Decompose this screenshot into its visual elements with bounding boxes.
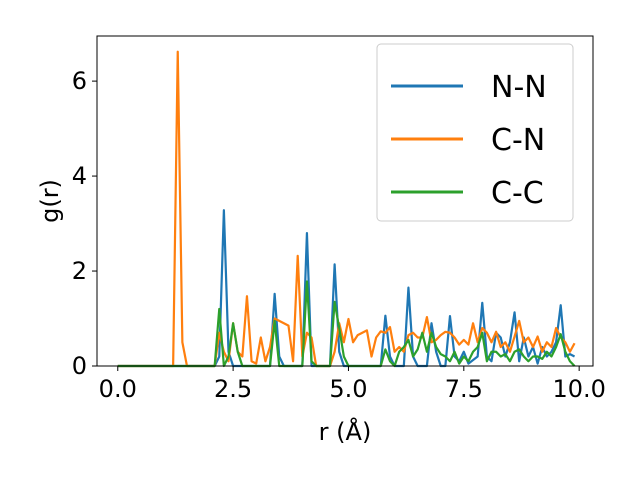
x-tick-label: 5.0 (329, 375, 367, 403)
plot-frame (96, 35, 594, 367)
x-tick-label: 7.5 (445, 375, 483, 403)
series-line-c-n (117, 50, 576, 368)
y-tick-label: 0 (72, 352, 87, 380)
y-axis-label: g(r) (36, 179, 64, 223)
legend-label-c-n: C-N (491, 123, 545, 158)
series-line-c-c (117, 280, 576, 368)
y-tick-label: 6 (72, 67, 87, 95)
x-tick-label: 10.0 (552, 375, 605, 403)
y-tick-label: 2 (72, 257, 87, 285)
y-tick-label: 4 (72, 162, 87, 190)
x-tick-label: 0.0 (99, 375, 137, 403)
legend-label-n-n: N-N (491, 70, 547, 105)
x-tick-label: 2.5 (214, 375, 252, 403)
legend-box (376, 43, 574, 222)
legend: N-N C-N C-C (376, 43, 574, 222)
x-axis: 0.0 2.5 5.0 7.5 10.0 (99, 366, 606, 403)
y-axis: 0 2 4 6 (72, 67, 97, 380)
legend-label-c-c: C-C (491, 176, 544, 211)
x-axis-label: r (Å) (319, 417, 372, 446)
